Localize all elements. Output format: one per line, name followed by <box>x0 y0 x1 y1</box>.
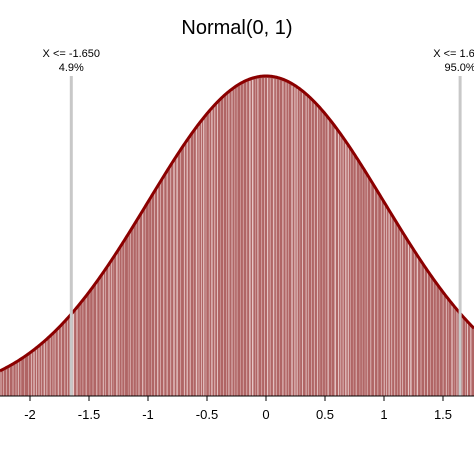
x-tick-label: -1.5 <box>78 407 100 422</box>
marker-percent: 4.9% <box>59 62 84 74</box>
percentile-markers: X <= -1.650 4.9% X <= 1.645 95.0% <box>43 48 474 396</box>
x-tick-label: 0 <box>262 407 269 422</box>
density-curve <box>0 74 474 373</box>
x-tick-label: 1 <box>380 407 387 422</box>
x-tick-label: -0.5 <box>196 407 218 422</box>
x-tick-label: 0.5 <box>316 407 334 422</box>
marker-percent: 95.0% <box>445 62 474 74</box>
x-tick-label: 1.5 <box>434 407 452 422</box>
marker-label: X <= -1.650 <box>43 48 101 60</box>
x-axis-ticks: -2 -1.5 -1 -0.5 0 0.5 1 1.5 <box>24 396 452 422</box>
chart-title: Normal(0, 1) <box>181 17 292 39</box>
marker-label: X <= 1.645 <box>433 48 474 60</box>
x-tick-label: -2 <box>24 407 36 422</box>
x-tick-label: -1 <box>142 407 154 422</box>
